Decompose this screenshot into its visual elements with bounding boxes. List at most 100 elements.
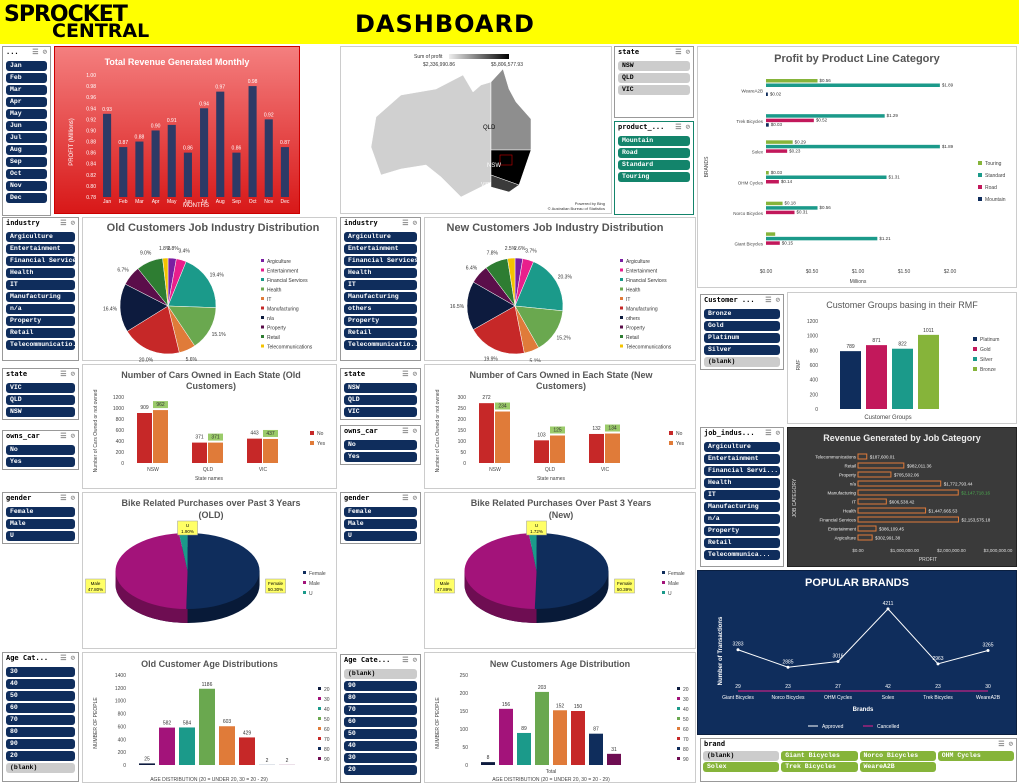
slicer-item[interactable]: U: [6, 531, 75, 541]
slicer-item[interactable]: 90: [344, 681, 417, 691]
slicer-item[interactable]: Road: [618, 148, 690, 158]
slicer-item[interactable]: NSW: [618, 61, 690, 71]
slicer-item[interactable]: Health: [6, 268, 75, 278]
slicer-item[interactable]: QLD: [344, 395, 417, 405]
slicer-item[interactable]: Solex: [703, 762, 779, 772]
slicer-item[interactable]: Yes: [344, 452, 417, 462]
slicer-item[interactable]: Financial Services: [344, 256, 417, 266]
slicer-item[interactable]: Apr: [6, 97, 47, 107]
slicer-item[interactable]: Financial Services: [6, 256, 75, 266]
slicer-item[interactable]: Manufacturing: [344, 292, 417, 302]
slicer-item[interactable]: (blank): [704, 357, 780, 367]
slicer-item[interactable]: Dec: [6, 193, 47, 203]
slicer-item[interactable]: Entertainment: [704, 454, 780, 464]
slicer-item[interactable]: VIC: [6, 383, 75, 393]
slicer-item[interactable]: Jan: [6, 61, 47, 71]
slicer-item[interactable]: Oct: [6, 169, 47, 179]
slicer-item[interactable]: QLD: [6, 395, 75, 405]
slicer-item[interactable]: Silver: [704, 345, 780, 355]
slicer-item[interactable]: Norco Bicycles: [860, 751, 936, 761]
slicer-item[interactable]: 90: [6, 739, 75, 749]
slicer-item[interactable]: IT: [704, 490, 780, 500]
clear-filter-icon[interactable]: ☰ ⊘: [402, 219, 417, 229]
clear-filter-icon[interactable]: ☰ ⊘: [60, 494, 75, 504]
slicer-item[interactable]: No: [6, 445, 75, 455]
slicer-item[interactable]: 60: [344, 717, 417, 727]
clear-filter-icon[interactable]: ☰ ⊘: [675, 48, 690, 58]
slicer-item[interactable]: QLD: [618, 73, 690, 83]
slicer-item[interactable]: Male: [6, 519, 75, 529]
slicer-item[interactable]: Health: [704, 478, 780, 488]
slicer-item[interactable]: Entertainment: [344, 244, 417, 254]
slicer-item[interactable]: 30: [6, 667, 75, 677]
slicer-item[interactable]: Telecommunicatio...: [6, 340, 75, 350]
slicer-item[interactable]: Trek Bicycles: [781, 762, 857, 772]
slicer-item[interactable]: Mar: [6, 85, 47, 95]
slicer-item[interactable]: IT: [344, 280, 417, 290]
slicer-item[interactable]: Property: [6, 316, 75, 326]
slicer-item[interactable]: (blank): [703, 751, 779, 761]
slicer-item[interactable]: Female: [344, 507, 417, 517]
slicer-item[interactable]: 80: [344, 693, 417, 703]
slicer-item[interactable]: VIC: [344, 407, 417, 417]
slicer-item[interactable]: Aug: [6, 145, 47, 155]
slicer-item[interactable]: Giant Bicycles: [781, 751, 857, 761]
slicer-item[interactable]: IT: [6, 280, 75, 290]
slicer-item[interactable]: Female: [6, 507, 75, 517]
slicer-item[interactable]: OHM Cycles: [938, 751, 1014, 761]
slicer-item[interactable]: 40: [6, 679, 75, 689]
clear-filter-icon[interactable]: ☰ ⊘: [998, 740, 1013, 750]
slicer-item[interactable]: n/a: [6, 304, 75, 314]
slicer-item[interactable]: Retail: [704, 538, 780, 548]
slicer-item[interactable]: 20: [6, 751, 75, 761]
slicer-item[interactable]: Argiculture: [344, 232, 417, 242]
clear-filter-icon[interactable]: ☰ ⊘: [765, 429, 780, 439]
slicer-item[interactable]: Jun: [6, 121, 47, 131]
slicer-item[interactable]: Argiculture: [6, 232, 75, 242]
clear-filter-icon[interactable]: ☰ ⊘: [675, 123, 690, 133]
slicer-item[interactable]: Male: [344, 519, 417, 529]
slicer-item[interactable]: No: [344, 440, 417, 450]
slicer-item[interactable]: Manufacturing: [704, 502, 780, 512]
clear-filter-icon[interactable]: ☰ ⊘: [402, 370, 417, 380]
slicer-item[interactable]: Feb: [6, 73, 47, 83]
slicer-item[interactable]: Argiculture: [704, 442, 780, 452]
slicer-item[interactable]: Property: [704, 526, 780, 536]
clear-filter-icon[interactable]: ☰ ⊘: [60, 219, 75, 229]
slicer-item[interactable]: 70: [6, 715, 75, 725]
slicer-item[interactable]: (blank): [6, 763, 75, 773]
slicer-item[interactable]: Telecommunicatio...: [344, 340, 417, 350]
slicer-item[interactable]: Retail: [344, 328, 417, 338]
clear-filter-icon[interactable]: ☰ ⊘: [60, 654, 75, 664]
slicer-item[interactable]: Standard: [618, 160, 690, 170]
slicer-item[interactable]: U: [344, 531, 417, 541]
slicer-item[interactable]: 70: [344, 705, 417, 715]
slicer-item[interactable]: 40: [344, 741, 417, 751]
clear-filter-icon[interactable]: ☰ ⊘: [32, 48, 47, 58]
slicer-item[interactable]: Entertainment: [6, 244, 75, 254]
slicer-item[interactable]: 30: [344, 753, 417, 763]
slicer-item[interactable]: Health: [344, 268, 417, 278]
slicer-item[interactable]: 20: [344, 765, 417, 775]
slicer-item[interactable]: Telecommunica...: [704, 550, 780, 560]
slicer-item[interactable]: Bronze: [704, 309, 780, 319]
slicer-item[interactable]: others: [344, 304, 417, 314]
slicer-item[interactable]: (blank): [344, 669, 417, 679]
slicer-item[interactable]: Touring: [618, 172, 690, 182]
slicer-item[interactable]: 50: [344, 729, 417, 739]
clear-filter-icon[interactable]: ☰ ⊘: [402, 656, 417, 666]
slicer-item[interactable]: 60: [6, 703, 75, 713]
slicer-item[interactable]: Mountain: [618, 136, 690, 146]
slicer-item[interactable]: NSW: [344, 383, 417, 393]
clear-filter-icon[interactable]: ☰ ⊘: [60, 432, 75, 442]
slicer-item[interactable]: VIC: [618, 85, 690, 95]
slicer-item[interactable]: May: [6, 109, 47, 119]
slicer-item[interactable]: Property: [344, 316, 417, 326]
clear-filter-icon[interactable]: ☰ ⊘: [765, 296, 780, 306]
slicer-item[interactable]: Jul: [6, 133, 47, 143]
slicer-item[interactable]: Financial Servi...: [704, 466, 780, 476]
clear-filter-icon[interactable]: ☰ ⊘: [60, 370, 75, 380]
slicer-item[interactable]: Yes: [6, 457, 75, 467]
slicer-item[interactable]: 50: [6, 691, 75, 701]
slicer-item[interactable]: WeareA2B: [860, 762, 936, 772]
